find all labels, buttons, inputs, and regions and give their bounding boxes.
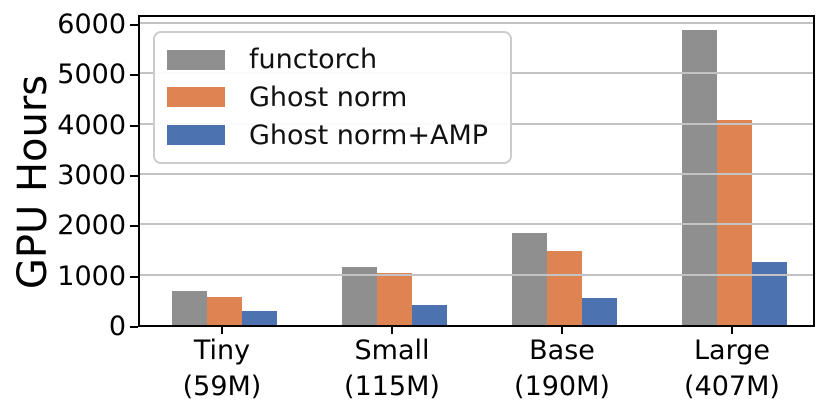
bar-ghost-norm-small — [376, 272, 412, 325]
y-tick-label: 5000 — [57, 59, 126, 91]
bar-ghost-norm-amp-tiny — [241, 311, 277, 325]
y-tick-mark — [130, 275, 138, 278]
x-tick-label-small: Small (115M) — [307, 333, 477, 405]
x-tick-label-base: Base (190M) — [477, 333, 647, 405]
legend-swatch — [167, 49, 225, 70]
y-tick-mark — [130, 124, 138, 127]
legend-label: Ghost norm — [249, 81, 408, 113]
legend-row: Ghost norm+AMP — [167, 120, 510, 151]
legend-label: functorch — [249, 44, 378, 76]
category-name: Tiny — [193, 335, 251, 366]
bar-ghost-norm-tiny — [206, 297, 242, 325]
category-name: Large — [694, 335, 770, 366]
legend-label: Ghost norm+AMP — [249, 119, 489, 151]
category-name: Base — [529, 335, 595, 366]
y-tick-label: 0 — [108, 311, 126, 342]
legend: functorch Ghost norm Ghost norm+AMP — [153, 31, 512, 164]
bar-functorch-tiny — [171, 291, 207, 325]
y-tick-mark — [130, 326, 138, 328]
bar-ghost-norm-amp-base — [581, 297, 617, 325]
gridline-1000 — [140, 273, 813, 276]
gridline-6000 — [140, 22, 813, 25]
y-tick-mark — [130, 175, 138, 178]
legend-row: Ghost norm — [167, 82, 510, 113]
bar-ghost-norm-large — [716, 119, 752, 325]
bar-ghost-norm-base — [546, 250, 582, 325]
x-tick-mark — [561, 327, 563, 334]
bar-ghost-norm-amp-large — [751, 262, 787, 325]
category-param-count: (407M) — [684, 371, 780, 402]
legend-swatch — [167, 87, 225, 108]
y-tick-label: 2000 — [57, 210, 126, 242]
legend-swatch — [167, 125, 225, 146]
category-param-count: (190M) — [514, 371, 610, 402]
y-tick-mark — [130, 74, 138, 77]
x-tick-mark — [221, 327, 223, 334]
bar-functorch-large — [681, 29, 717, 325]
x-tick-label-tiny: Tiny (59M) — [137, 333, 307, 405]
y-tick-label: 6000 — [57, 9, 126, 41]
gridline-3000 — [140, 173, 813, 176]
y-tick-mark — [130, 24, 138, 27]
category-param-count: (59M) — [182, 371, 262, 402]
category-param-count: (115M) — [344, 371, 440, 402]
y-tick-label: 1000 — [57, 260, 126, 292]
legend-row: functorch — [167, 44, 510, 75]
y-tick-mark — [130, 225, 138, 228]
bar-functorch-base — [511, 233, 547, 325]
y-tick-label: 3000 — [57, 160, 126, 192]
y-tick-label: 4000 — [57, 109, 126, 141]
x-tick-mark — [391, 327, 393, 334]
x-tick-mark — [731, 327, 733, 334]
bar-ghost-norm-amp-small — [411, 304, 447, 325]
x-tick-label-large: Large (407M) — [647, 333, 817, 405]
bar-functorch-small — [341, 267, 377, 325]
gridline-2000 — [140, 223, 813, 226]
category-name: Small — [354, 335, 430, 366]
